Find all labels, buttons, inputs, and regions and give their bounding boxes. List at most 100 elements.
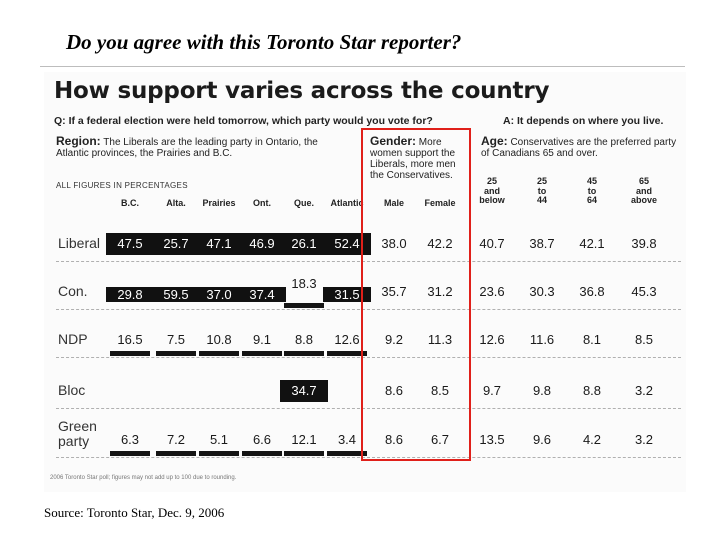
age-column-header: 45 to 64 — [572, 176, 612, 206]
region-column-header: Ont. — [253, 198, 271, 208]
gender-value-cell: 11.3 — [427, 332, 453, 347]
age-section: Age: Conservatives are the preferred par… — [481, 134, 681, 159]
question-q: Q: If a federal election were held tomor… — [54, 115, 433, 127]
gender-value-cell: 35.7 — [381, 284, 407, 299]
value-bar — [284, 451, 324, 456]
age-header-line: to — [587, 185, 597, 196]
gender-value-cell: 9.2 — [384, 332, 404, 347]
region-value-cell: 8.8 — [294, 332, 314, 347]
value-bar — [327, 451, 367, 456]
region-value-cell: 12.6 — [334, 332, 360, 347]
region-title: Region: — [56, 134, 101, 148]
region-text: The Liberals are the leading party in On… — [56, 137, 318, 159]
gender-value-cell: 6.7 — [430, 432, 450, 447]
party-row-label: Liberal — [58, 235, 101, 251]
age-text: Conservatives are the preferred party of… — [481, 137, 677, 159]
gender-value-cell: 38.0 — [381, 236, 407, 251]
gender-highlight-box — [361, 128, 471, 461]
region-value-cell: 29.8 — [106, 287, 154, 302]
age-column-header: 25 to 44 — [522, 176, 562, 206]
region-value-cell: 16.5 — [117, 332, 143, 347]
row-separator — [56, 357, 681, 359]
value-bar — [156, 351, 196, 356]
age-value-cell: 9.7 — [482, 383, 502, 398]
age-value-cell: 13.5 — [479, 432, 505, 447]
age-value-cell: 12.6 — [479, 332, 505, 347]
row-separator — [56, 457, 681, 459]
age-header-line: and — [483, 185, 500, 196]
region-value-cell: 34.7 — [280, 380, 328, 402]
age-value-cell: 36.8 — [579, 284, 605, 299]
row-separator — [56, 261, 681, 263]
age-value-cell: 3.2 — [634, 383, 654, 398]
age-title: Age: — [481, 134, 508, 148]
age-header-line: 45 — [586, 176, 597, 186]
region-value-cell: 37.0 — [195, 287, 243, 302]
clipping-footnote: 2006 Toronto Star poll; figures may not … — [50, 475, 237, 481]
party-row-label: NDP — [58, 331, 88, 347]
age-value-cell: 23.6 — [479, 284, 505, 299]
region-value-cell: 47.5 — [106, 233, 154, 255]
region-column-header: B.C. — [121, 198, 139, 208]
region-value-cell: 37.4 — [238, 287, 286, 302]
gender-text: More women support the Liberals, more me… — [370, 137, 456, 181]
value-bar — [327, 351, 367, 356]
age-value-cell: 11.6 — [529, 332, 555, 347]
region-value-cell: 12.1 — [291, 432, 317, 447]
gender-value-cell: 31.2 — [427, 284, 453, 299]
gender-column-header: Female — [424, 198, 456, 208]
age-value-cell: 45.3 — [631, 284, 657, 299]
value-bar — [242, 351, 282, 356]
question-a: A: It depends on where you live. — [503, 115, 664, 127]
age-header-line: above — [630, 195, 657, 205]
region-value-cell: 31.5 — [323, 287, 371, 302]
region-value-cell: 47.1 — [195, 233, 243, 255]
age-value-cell: 30.3 — [529, 284, 555, 299]
value-bar — [110, 351, 150, 356]
region-value-cell: 10.8 — [206, 332, 232, 347]
age-header-line: below — [479, 195, 505, 205]
region-value-cell: 7.2 — [166, 432, 186, 447]
region-value-cell: 7.5 — [166, 332, 186, 347]
region-value-cell: 5.1 — [209, 432, 229, 447]
age-header-line: 25 — [486, 176, 497, 186]
value-bar — [284, 303, 324, 308]
region-value-cell: 59.5 — [152, 287, 200, 302]
gender-value-cell: 8.6 — [384, 432, 404, 447]
value-bar — [242, 451, 282, 456]
age-value-cell: 9.6 — [532, 432, 552, 447]
age-column-header: 65 and above — [624, 176, 664, 206]
row-separator — [56, 408, 681, 410]
party-row-label: Con. — [58, 283, 88, 299]
region-value-cell: 25.7 — [152, 233, 200, 255]
region-value-cell: 6.6 — [252, 432, 272, 447]
gender-value-cell: 42.2 — [427, 236, 453, 251]
party-row-label: Bloc — [58, 382, 86, 398]
region-value-cell: 46.9 — [238, 233, 286, 255]
age-value-cell: 3.2 — [634, 432, 654, 447]
region-value-cell: 18.3 — [291, 276, 317, 291]
age-header-line: 65 — [638, 176, 649, 186]
age-value-cell: 38.7 — [529, 236, 555, 251]
slide-title: Do you agree with this Toronto Star repo… — [66, 30, 462, 54]
region-section: Region: The Liberals are the leading par… — [56, 134, 346, 159]
age-value-cell: 8.8 — [582, 383, 602, 398]
age-header-line: 25 — [536, 176, 547, 186]
age-value-cell: 4.2 — [582, 432, 602, 447]
row-separator — [56, 309, 681, 311]
value-bar — [199, 451, 239, 456]
figures-label: ALL FIGURES IN PERCENTAGES — [56, 181, 188, 190]
newspaper-clipping — [44, 72, 686, 492]
value-bar — [199, 351, 239, 356]
region-value-cell: 3.4 — [337, 432, 357, 447]
age-column-header: 25 and below — [472, 176, 512, 206]
party-row-label: Green party — [58, 418, 97, 449]
age-header-line: 44 — [536, 195, 547, 205]
age-header-line: to — [537, 185, 547, 196]
region-value-cell: 26.1 — [280, 233, 328, 255]
value-bar — [156, 451, 196, 456]
age-value-cell: 42.1 — [579, 236, 605, 251]
age-value-cell: 9.8 — [532, 383, 552, 398]
gender-title: Gender: — [370, 134, 417, 148]
region-value-cell: 52.4 — [323, 233, 371, 255]
